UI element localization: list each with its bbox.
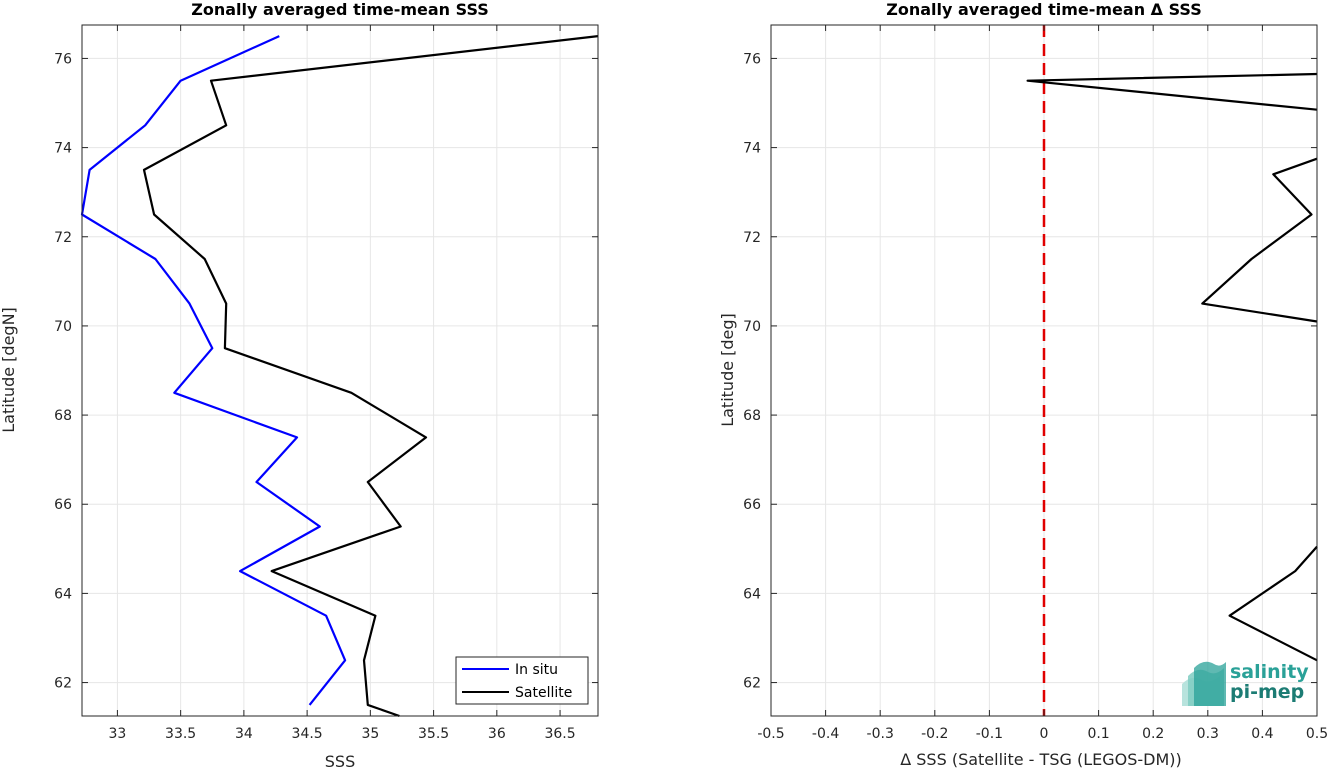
logo-text-salinity: salinity (1230, 661, 1309, 683)
legend-label-in-situ: In situ (515, 662, 558, 678)
left-panel: 33 33.5 34 34.5 35 35.5 36 36.5 62 64 66 68 70 72 74 76… (0, 0, 599, 769)
right-y-tick-label: 70 (743, 319, 761, 335)
left-x-tick-label: 35.5 (418, 726, 449, 742)
left-x-tick-label: 36 (488, 726, 506, 742)
left-x-tick-label: 34.5 (292, 726, 323, 742)
right-x-tick-label: -0.1 (976, 726, 1003, 742)
delta-sss-line-segment (1026, 72, 1318, 111)
left-y-tick-label: 62 (54, 676, 72, 692)
left-series (80, 35, 599, 718)
series-line-in-situ (80, 35, 347, 706)
right-x-axis-label: Δ SSS (Satellite - TSG (LEGOS-DM)) (900, 750, 1182, 769)
legend: In situ Satellite (455, 656, 589, 705)
left-y-tick-label: 68 (54, 408, 72, 424)
legend-box (455, 656, 589, 705)
right-x-tick-label: 0.3 (1197, 726, 1219, 742)
right-x-tick-label: -0.2 (921, 726, 948, 742)
right-x-tick-label: 0.1 (1087, 726, 1109, 742)
right-y-tick-label: 66 (743, 497, 761, 513)
right-y-axis-label: Latitude [deg] (718, 313, 737, 427)
left-x-tick-label: 35 (361, 726, 379, 742)
left-x-tick-label: 33.5 (165, 726, 196, 742)
right-y-tick-label: 74 (743, 141, 761, 157)
right-x-tick-label: -0.3 (867, 726, 894, 742)
left-y-tick-label: 72 (54, 230, 72, 246)
logo-text-pi-mep: pi-mep (1230, 681, 1304, 703)
legend-label-satellite: Satellite (515, 685, 572, 701)
right-x-tick-label: 0.4 (1251, 726, 1273, 742)
left-y-tick-label: 70 (54, 319, 72, 335)
right-ticks: -0.5 -0.4 -0.3 -0.2 -0.1 0 0.1 0.2 0.3 0.4 0.5 62 64… (743, 25, 1328, 742)
right-y-tick-label: 72 (743, 230, 761, 246)
left-y-tick-label: 74 (54, 141, 72, 157)
right-series (1026, 72, 1318, 662)
left-y-tick-label: 66 (54, 497, 72, 513)
right-y-tick-label: 64 (743, 586, 761, 602)
right-x-tick-label: -0.5 (757, 726, 784, 742)
left-y-tick-label: 64 (54, 586, 72, 602)
salinity-pi-mep-logo: salinity pi-mep (1182, 661, 1309, 706)
left-x-axis-label: SSS (325, 752, 355, 769)
left-x-tick-label: 34 (235, 726, 253, 742)
left-axes-box (81, 24, 599, 717)
right-x-tick-label: -0.4 (812, 726, 839, 742)
right-x-tick-label: 0.2 (1142, 726, 1164, 742)
delta-sss-line-segment (1228, 545, 1318, 662)
right-chart-title: Zonally averaged time-mean Δ SSS (886, 0, 1202, 19)
left-y-axis-label: Latitude [degN] (0, 307, 18, 433)
right-y-tick-label: 62 (743, 676, 761, 692)
left-ticks: 33 33.5 34 34.5 35 35.5 36 36.5 62 64 66 68 70 72 74 76 (54, 25, 598, 742)
right-y-tick-label: 76 (743, 51, 761, 67)
delta-sss-line-segment (1201, 157, 1318, 323)
series-line-satellite (142, 35, 599, 718)
left-chart-title: Zonally averaged time-mean SSS (191, 0, 489, 19)
right-panel: -0.5 -0.4 -0.3 -0.2 -0.1 0 0.1 0.2 0.3 0.4 0.5 62 64… (718, 0, 1328, 769)
right-x-tick-label: 0.5 (1306, 726, 1328, 742)
left-grid (82, 25, 598, 716)
left-x-tick-label: 36.5 (544, 726, 575, 742)
right-x-tick-label: 0 (1040, 726, 1049, 742)
waves-icon (1182, 661, 1226, 706)
right-y-tick-label: 68 (743, 408, 761, 424)
left-x-tick-label: 33 (108, 726, 126, 742)
left-y-tick-label: 76 (54, 51, 72, 67)
